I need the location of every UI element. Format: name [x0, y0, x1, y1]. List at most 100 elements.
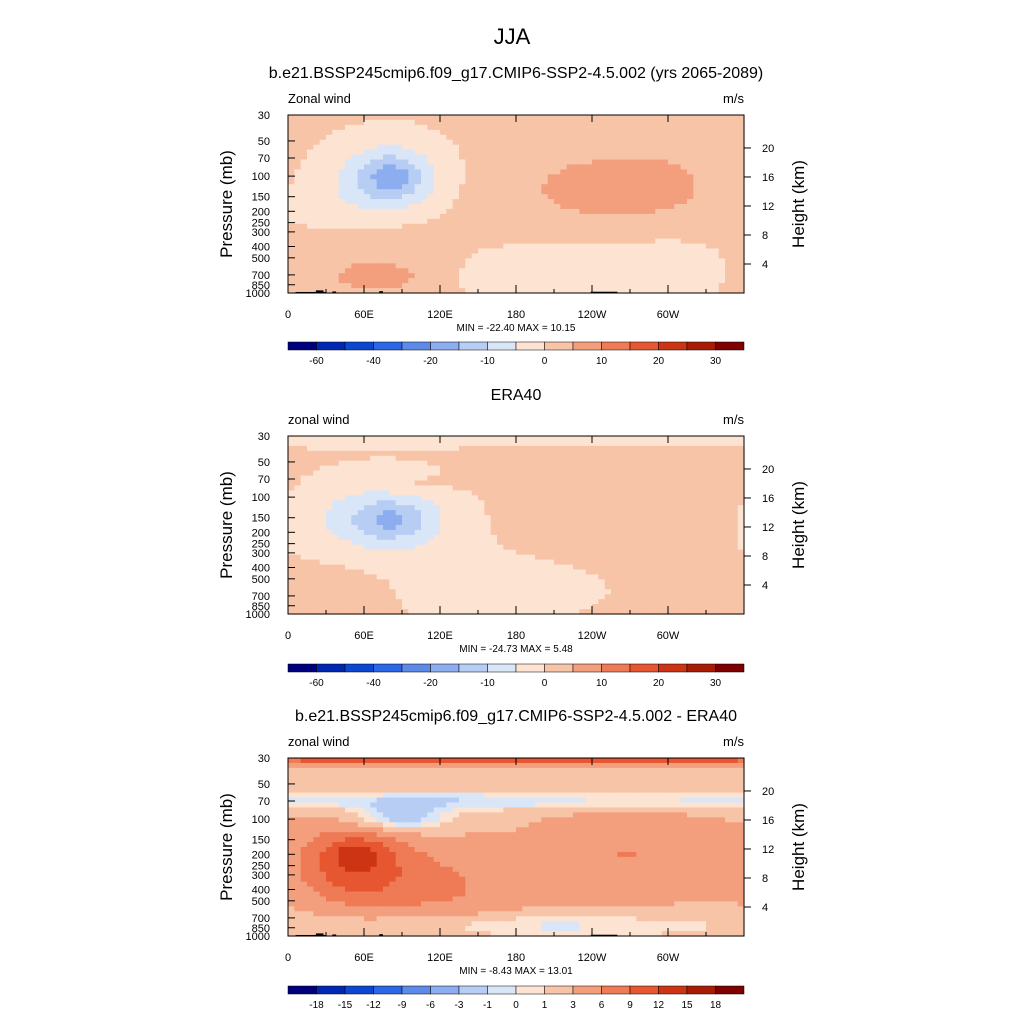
field-cell [471, 258, 479, 264]
field-cell [528, 589, 536, 595]
field-cell [408, 243, 416, 250]
field-cell [630, 465, 637, 472]
field-cell [471, 199, 479, 205]
field-cell [516, 480, 523, 487]
field-cell [706, 569, 713, 576]
field-cell [402, 480, 409, 487]
field-cell [294, 129, 302, 136]
field-cell [307, 520, 314, 526]
field-cell [630, 119, 637, 126]
field-cell [668, 139, 675, 146]
field-cell [687, 253, 694, 259]
field-cell [604, 149, 612, 156]
field-cell [655, 475, 663, 482]
field-cell [737, 164, 745, 170]
field-cell [636, 243, 644, 250]
field-cell [300, 154, 308, 161]
field-cell [351, 569, 359, 576]
field-cell [573, 529, 580, 536]
field-cell [319, 589, 327, 595]
field-cell [528, 208, 536, 215]
field-cell [725, 455, 732, 462]
field-cell [566, 539, 574, 546]
field-cell [725, 559, 732, 566]
field-cell [535, 534, 542, 541]
field-cell [623, 164, 631, 170]
field-cell [478, 199, 485, 205]
field-cell [579, 248, 587, 255]
field-cell [332, 283, 340, 289]
field-cell [706, 574, 713, 580]
field-cell [623, 248, 631, 255]
field-cell [383, 218, 390, 225]
field-cell [731, 584, 739, 590]
field-cell [655, 189, 663, 195]
field-cell [718, 263, 726, 269]
field-cell [313, 440, 321, 447]
field-cell [376, 475, 384, 482]
field-cell [446, 208, 454, 215]
field-cell [636, 480, 644, 487]
field-cell [617, 253, 625, 259]
field-cell [566, 515, 574, 521]
field-cell [528, 549, 536, 556]
field-cell [623, 450, 631, 457]
field-cell [725, 520, 732, 526]
field-cell [712, 218, 720, 225]
field-cell [516, 243, 523, 250]
field-cell [319, 445, 327, 452]
field-cell [598, 144, 606, 151]
field-cell [649, 208, 656, 215]
field-cell [357, 283, 365, 289]
field-cell [706, 455, 713, 462]
field-cell [687, 574, 694, 580]
field-cell [554, 564, 561, 571]
field-cell [617, 549, 625, 556]
field-cell [718, 194, 726, 200]
field-cell [440, 253, 447, 259]
field-cell [687, 549, 694, 556]
field-cell [661, 258, 669, 264]
field-cell [630, 278, 637, 284]
field-cell [693, 248, 701, 255]
field-cell [636, 460, 644, 467]
field-cell [503, 485, 511, 491]
field-cell [547, 134, 555, 141]
field-cell [725, 248, 732, 255]
field-cell [307, 283, 314, 289]
field-cell [497, 288, 504, 294]
variable-label: Zonal wind [288, 91, 351, 106]
field-cell [674, 208, 682, 215]
field-cell [440, 283, 447, 289]
field-cell [484, 223, 492, 230]
field-cell [389, 445, 397, 452]
field-cell [687, 440, 694, 447]
field-cell [383, 534, 390, 541]
field-cell [414, 228, 422, 235]
field-cell [541, 278, 549, 284]
field-cell [731, 238, 739, 245]
field-cell [554, 436, 561, 442]
field-cell [294, 288, 302, 294]
field-cell [288, 460, 295, 467]
field-cell [471, 268, 479, 274]
field-cell [414, 208, 422, 215]
field-cell [509, 445, 517, 452]
field-cell [655, 278, 663, 284]
field-cell [535, 139, 542, 146]
field-cell [484, 248, 492, 255]
field-cell [294, 144, 302, 151]
field-cell [554, 569, 561, 576]
field-cell [478, 475, 485, 482]
field-cell [326, 179, 333, 185]
field-cell [307, 544, 314, 551]
field-cell [433, 480, 441, 487]
field-cell [737, 115, 745, 121]
field-cell [319, 208, 327, 215]
field-cell [611, 204, 618, 210]
field-cell [649, 139, 656, 146]
field-cell [440, 539, 447, 546]
field-cell [459, 470, 466, 477]
field-cell [471, 208, 479, 215]
field-cell [332, 564, 340, 571]
